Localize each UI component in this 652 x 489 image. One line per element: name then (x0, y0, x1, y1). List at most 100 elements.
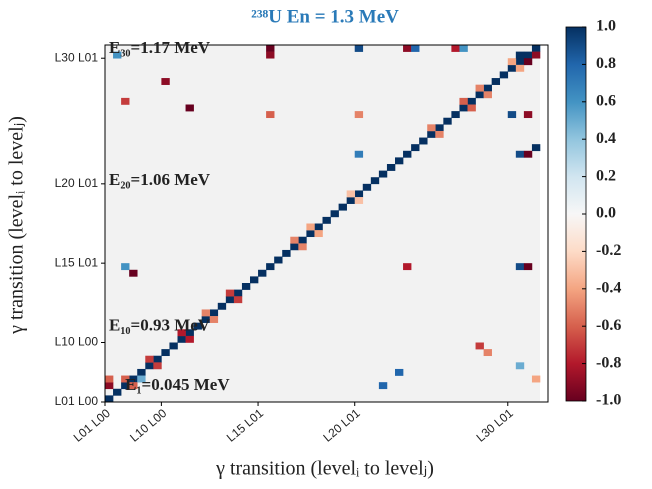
diagonal-cell (161, 349, 170, 357)
diagonal-cell (266, 263, 275, 271)
diagonal-cell (419, 137, 428, 145)
diagonal-cell (282, 249, 291, 257)
heatmap-cell (515, 263, 525, 271)
y-tick-label: L10 L00 (55, 335, 99, 349)
diagonal-cell (121, 382, 130, 390)
diagonal-cell (193, 322, 202, 330)
heatmap-cell (483, 349, 492, 357)
diagonal-cell (362, 183, 372, 191)
heatmap-cell (233, 296, 243, 304)
diagonal-cell (346, 197, 356, 204)
diagonal-cell (185, 329, 194, 337)
chart-title: ²³⁸U En = 1.3 MeV (251, 6, 399, 27)
diagonal-cell (298, 236, 307, 244)
heatmap-cell (177, 329, 186, 337)
colorbar-tick-label: 0.0 (596, 205, 616, 222)
heatmap-cell (105, 382, 114, 390)
diagonal-cell (258, 269, 267, 277)
annotation: E₃₀=1.17 MeV (109, 38, 211, 57)
x-tick-label: L20 L01 (320, 406, 362, 445)
heatmap-cell (225, 289, 235, 297)
annotation: E₁₀=0.93 MeV (109, 316, 211, 335)
diagonal-cell (209, 309, 219, 317)
diagonal-cell (378, 170, 388, 178)
diagonal-cell (322, 216, 331, 224)
heatmap-cell (306, 223, 315, 231)
heatmap-cell (137, 375, 146, 383)
heatmap-cell (290, 236, 299, 244)
colorbar-tick-label: -0.6 (596, 317, 621, 334)
heatmap-cell (427, 124, 436, 132)
diagonal-cell (129, 375, 138, 383)
y-tick-label: L01 L00 (55, 394, 99, 408)
diagonal-cell (370, 177, 380, 185)
heatmap-cell (113, 51, 122, 59)
heatmap-cell (314, 230, 323, 238)
x-tick-label: L01 L00 (71, 406, 113, 445)
diagonal-cell (451, 111, 460, 119)
heatmap-cell (346, 190, 356, 198)
x-tick-label: L15 L01 (224, 406, 266, 445)
heatmap-cell (185, 104, 194, 112)
colorbar-tick-label: 0.6 (596, 92, 616, 109)
x-tick-label: L10 L00 (127, 406, 169, 445)
diagonal-cell (113, 388, 122, 396)
diagonal-cell (314, 223, 323, 231)
heatmap-cell (201, 309, 211, 317)
diagonal-cell (290, 243, 299, 251)
heatmap-cell (185, 335, 194, 343)
diagonal-cell (153, 355, 162, 363)
diagonal-cell (491, 78, 501, 85)
colorbar-tick-label: -1.0 (596, 392, 621, 409)
diagonal-cell (523, 51, 533, 59)
colorbar-tick-label: -0.4 (596, 279, 621, 296)
heatmap-cell (121, 97, 130, 105)
diagonal-cell (386, 164, 396, 171)
heatmap-cell (403, 263, 412, 271)
diagonal-cell (169, 342, 178, 350)
heatmap-cell (515, 51, 525, 59)
heatmap-cell (531, 375, 541, 383)
colorbar-tick-label: 0.2 (596, 167, 616, 184)
diagonal-cell (435, 124, 444, 132)
colorbar-tick-label: 1.0 (596, 18, 616, 35)
diagonal-cell (217, 302, 227, 310)
colorbar-tick-label: -0.8 (596, 354, 621, 371)
heatmap-cell (523, 111, 533, 119)
heatmap-cell (459, 45, 468, 52)
diagonal-cell (241, 283, 251, 290)
diagonal-cell (459, 104, 468, 112)
colorbar-tick-label: 0.4 (596, 130, 616, 147)
heatmap-cell (129, 382, 138, 390)
diagonal-cell (274, 256, 283, 264)
heatmap-cell (523, 263, 533, 271)
annotation: E₁=0.045 MeV (125, 375, 230, 394)
diagonal-cell (250, 276, 259, 284)
heatmap-cell (515, 362, 525, 370)
heatmap-cell (459, 97, 468, 105)
diagonal-cell (403, 150, 412, 158)
heatmap-cell (354, 45, 364, 52)
heatmap-cell (507, 58, 517, 66)
heatmap-cell (266, 45, 275, 52)
heatmap-cell (515, 64, 525, 72)
y-tick-label: L30 L01 (55, 50, 99, 64)
diagonal-cell (427, 130, 436, 138)
heatmap-cell (531, 144, 541, 152)
heatmap-cell (435, 130, 444, 138)
heatmap-cell (145, 355, 154, 363)
heatmap-cell (395, 368, 404, 376)
diagonal-cell (443, 117, 452, 125)
diagonal-cell (233, 289, 243, 297)
heatmap-cell (467, 104, 476, 112)
heatmap-cell (153, 362, 162, 370)
heatmap-cell (523, 58, 533, 66)
heatmap-cell (403, 45, 412, 52)
diagonal-cell (411, 144, 420, 152)
x-tick-label: L30 L01 (474, 406, 516, 445)
x-axis-label: γ transition (levelᵢ to levelⱼ) (215, 458, 434, 480)
colorbar-tick-label: 0.8 (596, 55, 616, 72)
heatmap-cell (531, 51, 541, 59)
heatmap-cell (266, 51, 275, 59)
